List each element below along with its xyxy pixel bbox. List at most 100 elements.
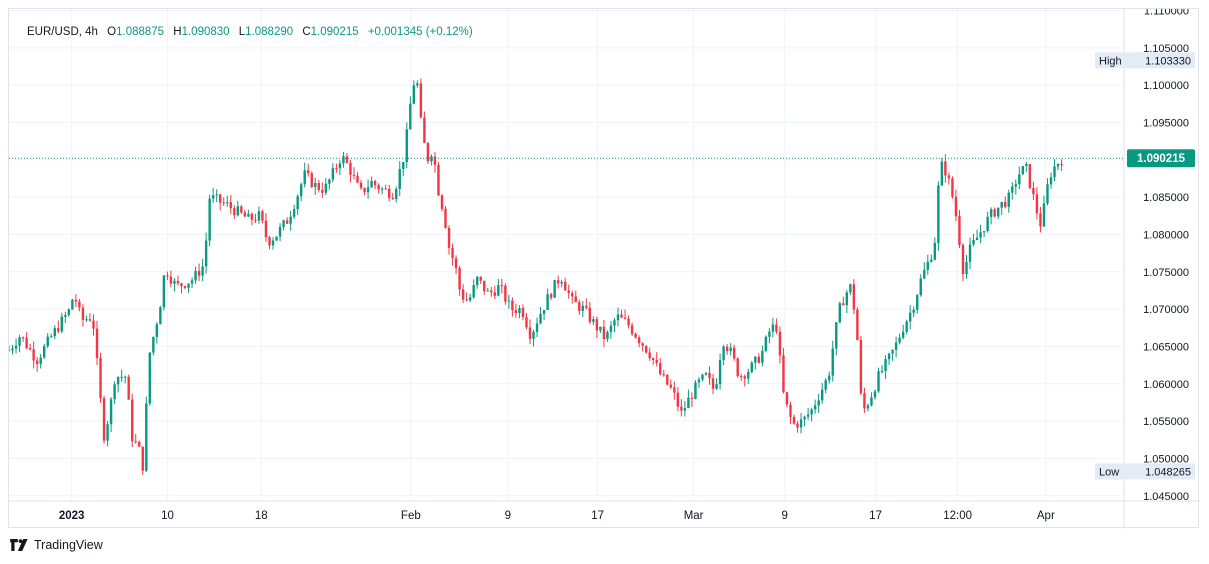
interval-label[interactable]: 4h	[85, 26, 98, 38]
candle-body	[342, 156, 345, 164]
candle-body	[1028, 163, 1032, 189]
candle-body	[454, 258, 458, 269]
price-tick-label: 1.085000	[1143, 192, 1189, 204]
candle-body	[451, 247, 454, 259]
candle-body	[363, 187, 366, 193]
candle-body	[28, 347, 32, 350]
candle-body	[296, 196, 299, 210]
candle-body	[465, 299, 468, 301]
candle-body	[930, 259, 933, 262]
candle-body	[493, 292, 496, 296]
candle-body	[1035, 194, 1039, 214]
candle-body	[384, 188, 387, 190]
candle-body	[511, 300, 514, 311]
candle-body	[644, 345, 648, 353]
candle-body	[683, 408, 687, 411]
candle-body	[282, 220, 285, 227]
candle-body	[166, 275, 169, 277]
candle-body	[229, 202, 232, 209]
candle-body	[102, 398, 106, 441]
candle-body	[32, 349, 35, 361]
candle-body	[387, 188, 391, 198]
candle-body	[85, 319, 88, 321]
candle-body	[813, 405, 817, 410]
low-marker-value: 1.048265	[1145, 466, 1191, 478]
candle-body	[835, 322, 838, 349]
price-chart[interactable]: 1.1100001.1050001.1000001.0950001.090000…	[9, 9, 1200, 529]
candle-body	[113, 384, 116, 400]
candle-body	[747, 372, 750, 379]
candle-body	[1021, 166, 1025, 175]
candle-body	[954, 196, 958, 217]
candle-body	[504, 285, 507, 302]
candle-body	[243, 212, 247, 217]
time-axis[interactable]: 2023 10 18 Feb 9 17 Mar 9 17 12:00 Apr	[59, 510, 1055, 522]
time-tick-label: 10	[161, 510, 174, 522]
time-tick-label: 9	[782, 510, 788, 522]
candle-body	[989, 209, 993, 217]
low-value: 1.088290	[245, 26, 294, 38]
candle-body	[771, 324, 775, 332]
candle-body	[528, 327, 532, 339]
candle-body	[514, 310, 518, 314]
candle-body	[483, 280, 486, 292]
candle-body	[947, 175, 951, 179]
candle-body	[532, 331, 535, 339]
candle-body	[680, 406, 683, 411]
candle-body	[335, 168, 338, 170]
low-label: L	[238, 26, 246, 38]
candle-body	[39, 357, 42, 364]
candle-body	[78, 301, 81, 308]
candle-body	[1053, 166, 1056, 178]
candle-body	[141, 446, 144, 471]
candle-body	[648, 352, 651, 359]
price-axis[interactable]: 1.1100001.1050001.1000001.0950001.090000…	[1143, 9, 1189, 503]
candle-body	[944, 161, 947, 176]
candle-body	[426, 142, 430, 162]
candle-body	[965, 261, 968, 275]
brand-name: TradingView	[34, 538, 103, 552]
candle-body	[437, 164, 440, 196]
candle-body	[264, 220, 268, 238]
candle-body	[740, 376, 743, 378]
candle-body	[99, 357, 102, 399]
candle-body	[292, 209, 296, 217]
candle-body	[718, 360, 722, 385]
candle-body	[35, 360, 39, 364]
candle-body	[1007, 192, 1010, 207]
candle-body	[331, 168, 335, 180]
price-tick-label: 1.065000	[1143, 341, 1189, 353]
price-tick-label: 1.095000	[1143, 117, 1189, 129]
candle-body	[1060, 164, 1063, 166]
candle-body	[701, 374, 704, 380]
candle-body	[310, 173, 313, 187]
candle-body	[447, 227, 451, 248]
candle-body	[145, 403, 148, 471]
candle-body	[602, 326, 606, 340]
candle-body	[289, 216, 292, 224]
candle-body	[845, 292, 849, 306]
candle-body	[257, 211, 261, 221]
candle-body	[810, 409, 813, 415]
candle-body	[859, 340, 863, 394]
candle-body	[975, 237, 979, 241]
tradingview-footer[interactable]: TradingView	[10, 538, 103, 552]
candle-body	[366, 187, 370, 193]
candle-body	[222, 202, 225, 204]
candle-body	[233, 208, 236, 216]
candle-body	[373, 180, 377, 186]
price-tick-label: 1.045000	[1143, 491, 1189, 503]
symbol-name[interactable]: EUR/USD	[27, 26, 79, 38]
candle-body	[560, 281, 563, 284]
candle-body	[993, 209, 996, 217]
candle-body	[673, 387, 676, 393]
candle-body	[637, 337, 641, 344]
candle-body	[996, 207, 1000, 217]
candle-body	[1004, 201, 1007, 207]
candle-body	[866, 405, 870, 409]
candle-body	[183, 286, 187, 288]
close-value: 1.090215	[310, 26, 359, 38]
candle-body	[750, 362, 753, 373]
candle-body	[21, 337, 25, 339]
candle-body	[1049, 177, 1053, 185]
